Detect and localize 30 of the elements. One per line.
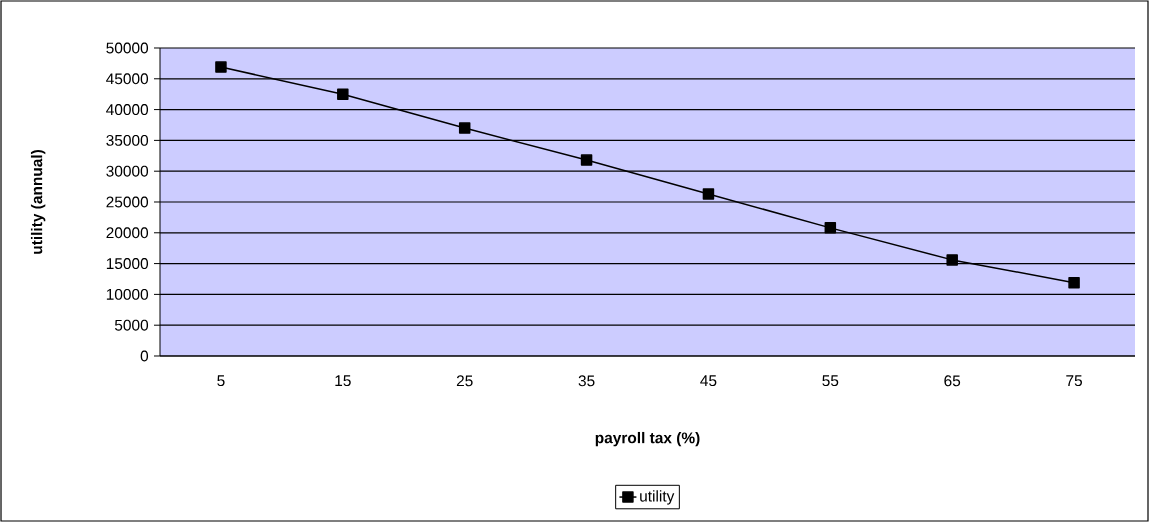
x-tick-label: 5 xyxy=(217,375,225,387)
point xyxy=(458,122,471,134)
y-tick-label: 0 xyxy=(140,350,149,362)
y-tick-label: 45000 xyxy=(106,73,149,85)
x-tick-label: 15 xyxy=(335,375,351,387)
y-tick-label: 5000 xyxy=(114,319,149,331)
x-tick-label: 65 xyxy=(944,375,961,387)
legend-label: utility xyxy=(640,490,675,505)
x-tick-label: 75 xyxy=(1066,375,1082,387)
y-tick-label: 15000 xyxy=(106,258,149,270)
point xyxy=(580,154,593,166)
x-tick-label: 55 xyxy=(822,375,839,387)
point xyxy=(702,188,715,200)
y-tick-label: 30000 xyxy=(106,165,149,177)
x-tick-label: 35 xyxy=(578,375,595,387)
y-tick-label: 25000 xyxy=(106,196,149,208)
point xyxy=(337,88,349,100)
x-axis-title: payroll tax (%) xyxy=(595,431,700,447)
x-tick-label: 45 xyxy=(700,375,717,387)
point xyxy=(1068,276,1080,289)
point xyxy=(946,254,958,266)
point xyxy=(215,61,227,73)
y-axis-title: utility (annual) xyxy=(30,150,46,254)
y-tick-label: 35000 xyxy=(106,134,149,146)
point xyxy=(824,222,837,234)
y-tick-label: 40000 xyxy=(106,104,149,116)
y-tick-label: 50000 xyxy=(106,42,149,54)
y-tick-label: 10000 xyxy=(106,288,149,300)
x-tick-label: 25 xyxy=(456,375,473,387)
y-tick-label: 20000 xyxy=(106,227,149,239)
